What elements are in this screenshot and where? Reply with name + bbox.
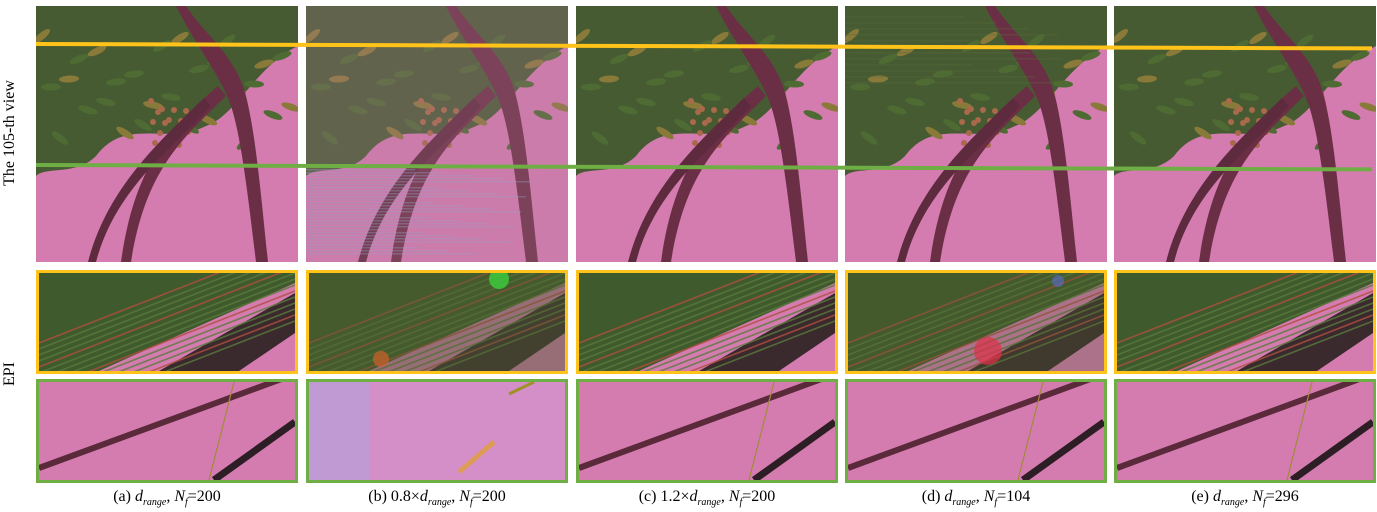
caption-separator: , — [166, 488, 175, 505]
caption-d-subscript: range — [697, 497, 721, 509]
caption-d-symbol: d — [689, 488, 698, 505]
caption-prefix: (a) — [113, 488, 135, 505]
caption-separator: , — [1244, 488, 1253, 505]
caption-separator: , — [720, 488, 729, 505]
caption-b: (b) 0.8×drange, Nf=200 — [306, 488, 568, 508]
caption-prefix: (b) — [368, 488, 391, 505]
caption-a: (a) drange, Nf=200 — [36, 488, 298, 508]
caption-prefix: (e) — [1191, 488, 1213, 505]
caption-value: =200 — [742, 488, 776, 505]
caption-prefix: (c) — [638, 488, 661, 505]
caption-n-symbol: N — [174, 488, 185, 505]
epi-green-panel-c — [576, 379, 838, 483]
epi-yellow-render — [848, 273, 1104, 371]
epi-yellow-panel-e — [1114, 270, 1376, 374]
caption-c: (c) 1.2×drange, Nf=200 — [576, 488, 838, 508]
epi-green-render — [309, 382, 565, 480]
view-render — [1114, 6, 1376, 262]
caption-multiplier: 1.2× — [660, 488, 690, 505]
view-panel-b — [306, 6, 568, 262]
epi-yellow-render — [309, 273, 565, 371]
epi-green-panel-d — [845, 379, 1107, 483]
epi-yellow-panel-c — [576, 270, 838, 374]
epi-yellow-panel-d — [845, 270, 1107, 374]
caption-d-subscript: range — [1220, 497, 1245, 509]
epi-green-render — [39, 382, 295, 480]
epi-yellow-panel-b — [306, 270, 568, 374]
view-render — [36, 6, 298, 262]
caption-multiplier: 0.8× — [390, 488, 420, 505]
caption-d-subscript: range — [142, 497, 167, 509]
caption-value: =296 — [1265, 488, 1299, 505]
view-render — [306, 6, 568, 262]
epi-green-render — [848, 382, 1104, 480]
epi-yellow-panel-a — [36, 270, 298, 374]
row-label-epi: EPI — [1, 362, 18, 386]
caption-d-symbol: d — [419, 488, 428, 505]
epi-yellow-render — [39, 273, 295, 371]
view-panel-e — [1114, 6, 1376, 262]
caption-d: (d) drange, Nf=104 — [845, 488, 1107, 508]
epi-yellow-render — [1117, 273, 1373, 371]
caption-value: =104 — [997, 488, 1031, 505]
epi-yellow-render — [579, 273, 835, 371]
caption-n-symbol: N — [728, 488, 740, 505]
caption-separator: , — [975, 488, 984, 505]
caption-n-symbol: N — [1252, 488, 1263, 505]
epi-green-render — [579, 382, 835, 480]
caption-n-symbol: N — [459, 488, 470, 505]
epi-green-panel-e — [1114, 379, 1376, 483]
caption-value: =200 — [187, 488, 221, 505]
caption-n-subscript: f — [1262, 497, 1266, 509]
caption-n-subscript: f — [994, 497, 998, 509]
caption-d-subscript: range — [427, 497, 452, 509]
epi-green-render — [1117, 382, 1373, 480]
epi-green-panel-b — [306, 379, 568, 483]
view-render — [576, 6, 838, 262]
view-panel-c — [576, 6, 838, 262]
caption-e: (e) drange, Nf=296 — [1114, 488, 1376, 508]
caption-n-subscript: f — [184, 497, 188, 509]
caption-value: =200 — [472, 488, 506, 505]
caption-n-subscript: f — [739, 497, 743, 509]
epi-green-panel-a — [36, 379, 298, 483]
caption-d-symbol: d — [1212, 488, 1221, 505]
caption-n-symbol: N — [983, 488, 995, 505]
view-panel-a — [36, 6, 298, 262]
caption-d-symbol: d — [944, 488, 953, 505]
caption-d-subscript: range — [952, 497, 976, 509]
caption-prefix: (d) — [921, 488, 945, 505]
row-label-view: The 105-th view — [1, 80, 18, 186]
caption-separator: , — [451, 488, 460, 505]
caption-d-symbol: d — [134, 488, 143, 505]
caption-n-subscript: f — [469, 497, 473, 509]
